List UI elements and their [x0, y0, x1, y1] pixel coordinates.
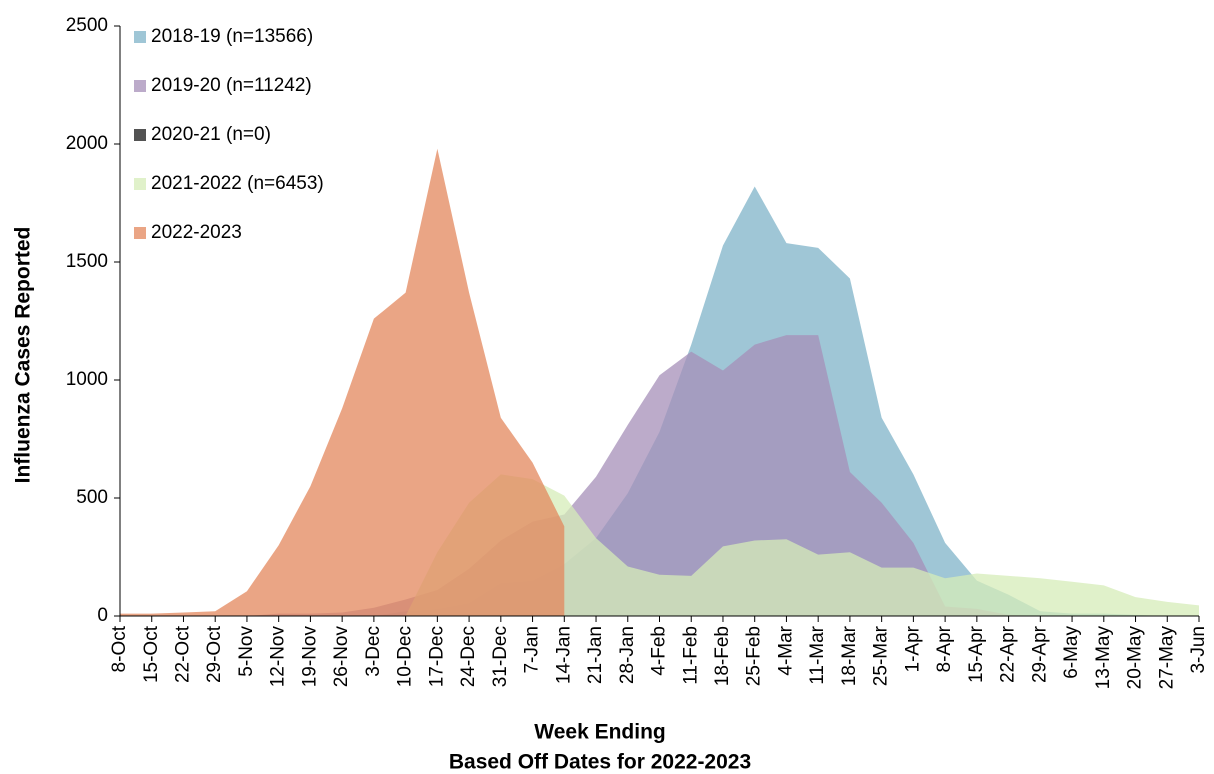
x-tick-label: 11-Feb — [680, 626, 701, 685]
legend-label: 2019-20 (n=11242) — [151, 75, 312, 96]
x-tick-label: 14-Jan — [553, 626, 574, 684]
x-tick-label: 18-Mar — [839, 625, 860, 686]
x-tick-label: 28-Jan — [617, 626, 638, 684]
x-tick-label: 13-May — [1093, 626, 1114, 690]
legend-swatch — [134, 31, 146, 43]
y-tick-label: 1000 — [66, 369, 108, 390]
x-tick-label: 10-Dec — [395, 626, 416, 687]
x-axis-sublabel: Based Off Dates for 2022-2023 — [449, 751, 751, 774]
y-tick-label: 1500 — [66, 251, 108, 272]
x-tick-label: 29-Apr — [1029, 625, 1050, 683]
x-tick-label: 27-May — [1156, 626, 1177, 690]
x-tick-label: 7-Jan — [522, 626, 543, 674]
x-tick-label: 1-Apr — [902, 625, 923, 672]
legend-label: 2021-2022 (n=6453) — [151, 173, 324, 194]
x-tick-label: 18-Feb — [712, 626, 733, 686]
x-tick-label: 29-Oct — [204, 625, 225, 683]
legend-label: 2018-19 (n=13566) — [151, 26, 313, 47]
x-tick-label: 8-Apr — [934, 625, 955, 672]
x-tick-label: 5-Nov — [236, 626, 257, 677]
x-tick-label: 15-Oct — [141, 625, 162, 683]
x-tick-label: 17-Dec — [426, 626, 447, 687]
x-tick-label: 24-Dec — [458, 626, 479, 687]
legend-swatch — [134, 227, 146, 239]
x-tick-label: 3-Jun — [1188, 626, 1209, 674]
x-tick-label: 22-Apr — [998, 625, 1019, 683]
area — [120, 148, 565, 616]
y-tick-label: 500 — [76, 487, 108, 508]
x-axis-label: Week Ending — [534, 721, 665, 744]
x-tick-label: 25-Feb — [744, 626, 765, 686]
x-tick-label: 22-Oct — [172, 625, 193, 683]
y-tick-label: 0 — [97, 605, 108, 626]
x-tick-label: 19-Nov — [299, 626, 320, 688]
x-tick-label: 3-Dec — [363, 626, 384, 677]
area — [120, 335, 1199, 616]
y-axis-label: Influenza Cases Reported — [12, 227, 35, 484]
x-tick-label: 21-Jan — [585, 626, 606, 684]
legend-swatch — [134, 129, 146, 141]
x-tick-label: 8-Oct — [109, 625, 130, 672]
area — [120, 474, 1199, 616]
legend-label: 2020-21 (n=0) — [151, 124, 271, 145]
x-tick-label: 15-Apr — [966, 625, 987, 683]
x-tick-label: 4-Mar — [775, 625, 796, 675]
x-tick-label: 11-Mar — [807, 625, 828, 684]
legend-label: 2022-2023 — [151, 222, 242, 243]
x-tick-label: 20-May — [1125, 626, 1146, 690]
x-tick-label: 12-Nov — [268, 626, 289, 688]
y-tick-label: 2500 — [66, 15, 108, 36]
x-tick-label: 26-Nov — [331, 626, 352, 688]
x-tick-label: 25-Mar — [871, 625, 892, 686]
x-tick-label: 6-May — [1061, 626, 1082, 679]
x-tick-label: 31-Dec — [490, 626, 511, 687]
legend-swatch — [134, 178, 146, 190]
x-tick-label: 4-Feb — [649, 626, 670, 676]
y-tick-label: 2000 — [66, 133, 108, 154]
legend-swatch — [134, 80, 146, 92]
